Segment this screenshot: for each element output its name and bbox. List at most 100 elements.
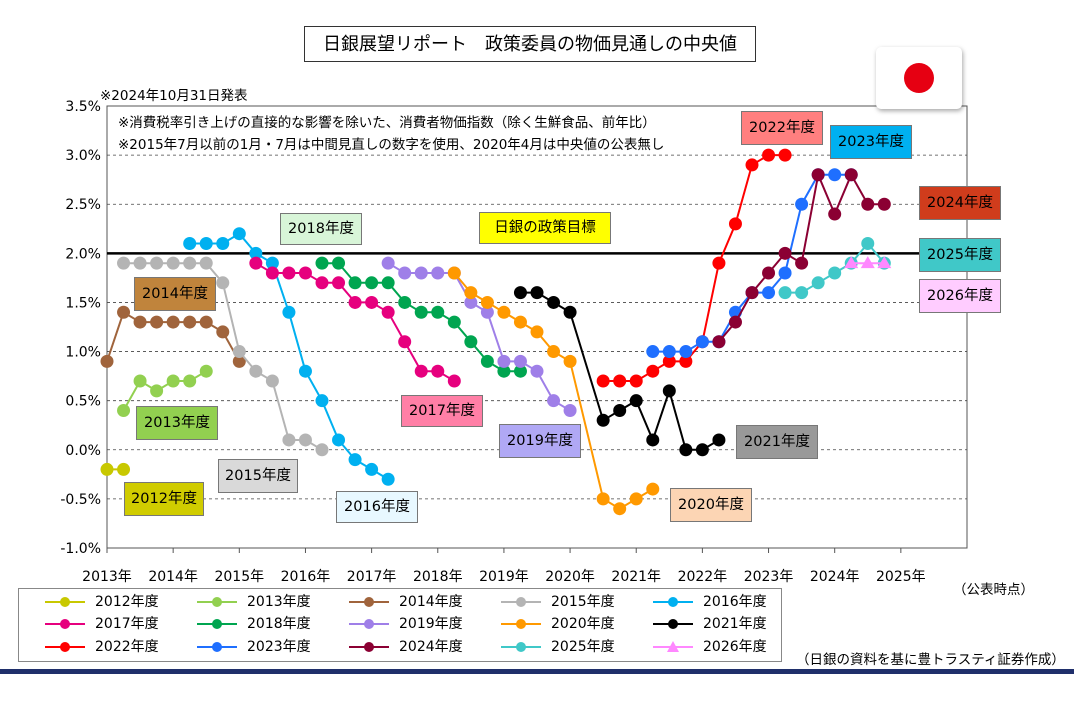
y-tick-label: 1.5% — [65, 295, 101, 311]
data-point-2017 — [249, 256, 263, 270]
data-point-2017 — [365, 295, 379, 309]
series-label-2016: 2016年度 — [336, 491, 418, 523]
data-point-2019 — [431, 266, 445, 280]
data-point-2024 — [844, 168, 858, 182]
series-label-2017: 2017年度 — [401, 395, 483, 427]
x-tick-label: 2022年 — [678, 569, 728, 585]
data-point-2015 — [298, 433, 312, 447]
data-point-2015 — [166, 256, 180, 270]
data-point-2024 — [828, 207, 842, 221]
legend-marker — [349, 597, 389, 607]
data-point-2016 — [265, 256, 279, 270]
data-point-2021 — [679, 443, 693, 457]
data-point-2018 — [414, 305, 428, 319]
series-label-2014: 2014年度 — [134, 277, 216, 311]
data-point-2014 — [166, 315, 180, 329]
x-tick-label: 2024年 — [810, 569, 860, 585]
series-label-2024: 2024年度 — [919, 186, 1001, 220]
data-point-2016 — [282, 305, 296, 319]
data-point-2020 — [480, 295, 494, 309]
data-point-2013 — [166, 374, 180, 388]
x-tick-label: 2020年 — [545, 569, 595, 585]
data-point-2017 — [381, 305, 395, 319]
data-point-2020 — [447, 266, 461, 280]
data-point-2012 — [117, 462, 131, 476]
data-point-2015 — [265, 374, 279, 388]
data-point-2016 — [183, 237, 197, 251]
data-point-2022 — [662, 354, 676, 368]
y-tick-label: 3.0% — [65, 148, 101, 164]
data-point-2017 — [398, 335, 412, 349]
data-point-2021 — [563, 305, 577, 319]
policy-target-label: 日銀の政策目標 — [479, 212, 611, 244]
data-point-2015 — [117, 256, 131, 270]
data-point-2021 — [646, 433, 660, 447]
legend-marker — [653, 619, 693, 629]
data-point-2019 — [464, 295, 478, 309]
legend-label: 2015年度 — [551, 594, 615, 610]
note-2: ※2015年7月以前の1月・7月は中間見直しの数字を使用、2020年4月は中央値… — [118, 137, 665, 153]
data-point-2014 — [117, 305, 131, 319]
japan-flag-icon — [876, 47, 962, 109]
bottom-bar — [0, 669, 1074, 674]
data-point-2018 — [348, 276, 362, 290]
data-point-2021 — [547, 295, 561, 309]
data-point-2016 — [199, 237, 213, 251]
data-point-2017 — [315, 276, 329, 290]
data-point-2018 — [332, 256, 346, 270]
data-point-2016 — [232, 227, 246, 241]
legend-marker — [197, 597, 237, 607]
x-axis-note: （公表時点） — [953, 582, 1034, 598]
data-point-2018 — [431, 305, 445, 319]
legend-marker — [45, 597, 85, 607]
data-point-2021 — [596, 413, 610, 427]
legend: 2012年度 2013年度 2014年度 2015年度 2016年度 2017年度 2018… — [18, 588, 782, 662]
data-point-2025 — [811, 276, 825, 290]
y-tick-label: 0.5% — [65, 394, 101, 410]
legend-marker — [501, 619, 541, 629]
data-point-2013 — [150, 384, 164, 398]
data-point-2020 — [563, 354, 577, 368]
data-point-2024 — [745, 286, 759, 300]
y-tick-label: 1.0% — [65, 345, 101, 361]
data-point-2020 — [530, 325, 544, 339]
data-point-2017 — [414, 364, 428, 378]
data-point-2019 — [480, 305, 494, 319]
legend-label: 2025年度 — [551, 639, 615, 655]
legend-marker — [349, 642, 389, 652]
data-point-2020 — [596, 492, 610, 506]
data-point-2018 — [447, 315, 461, 329]
data-point-2023 — [695, 335, 709, 349]
data-point-2016 — [381, 472, 395, 486]
data-point-2025 — [778, 286, 792, 300]
x-tick-label: 2016年 — [281, 569, 331, 585]
legend-label: 2017年度 — [95, 616, 159, 632]
legend-label: 2022年度 — [95, 639, 159, 655]
data-point-2018 — [513, 364, 527, 378]
legend-marker — [197, 642, 237, 652]
legend-label: 2021年度 — [703, 616, 767, 632]
source-note: （日銀の資料を基に豊トラスティ証券作成） — [796, 652, 1065, 668]
legend-label: 2019年度 — [399, 616, 463, 632]
series-label-2013: 2013年度 — [136, 406, 218, 440]
data-point-2020 — [513, 315, 527, 329]
data-point-2023 — [795, 197, 809, 211]
data-point-2013 — [133, 374, 147, 388]
data-point-2022 — [679, 354, 693, 368]
data-point-2024 — [877, 197, 891, 211]
data-point-2023 — [762, 286, 776, 300]
data-point-2019 — [398, 266, 412, 280]
published-date: ※2024年10月31日発表 — [100, 88, 248, 104]
data-point-2019 — [547, 394, 561, 408]
legend-label: 2020年度 — [551, 616, 615, 632]
x-tick-label: 2023年 — [744, 569, 794, 585]
series-label-2015: 2015年度 — [218, 459, 298, 493]
data-point-2015 — [183, 256, 197, 270]
data-point-2026 — [877, 256, 892, 269]
data-point-2016 — [216, 237, 230, 251]
data-point-2017 — [348, 295, 362, 309]
data-point-2019 — [530, 364, 544, 378]
legend-label: 2014年度 — [399, 594, 463, 610]
data-point-2026 — [844, 256, 859, 269]
